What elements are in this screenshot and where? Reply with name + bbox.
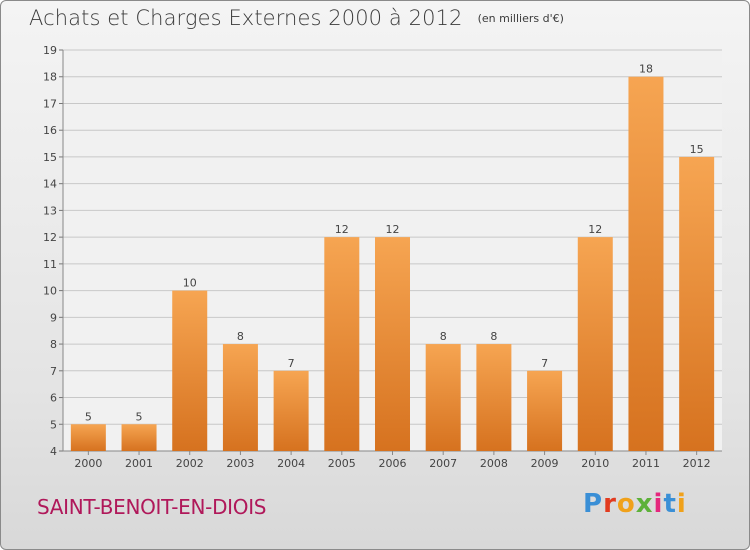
y-tick-label: 10 (43, 285, 57, 298)
y-tick-label: 14 (43, 178, 57, 191)
bar-value-label: 10 (183, 277, 197, 290)
x-tick-label: 2007 (429, 457, 457, 470)
proxiti-logo: Proxiti (583, 489, 687, 519)
bar-value-label: 12 (335, 223, 349, 236)
y-tick-label: 7 (50, 365, 57, 378)
bar (375, 237, 410, 451)
bar (577, 237, 613, 451)
x-tick-label: 2002 (176, 457, 204, 470)
commune-name: SAINT-BENOIT-EN-DIOIS (37, 495, 267, 519)
bar-value-label: 8 (237, 330, 244, 343)
x-tick-label: 2005 (328, 457, 356, 470)
y-tick-label: 16 (43, 124, 57, 137)
y-tick-label: 5 (50, 418, 57, 431)
x-tick-label: 2003 (226, 457, 254, 470)
bar-value-label: 18 (639, 63, 653, 76)
chart-title-row: Achats et Charges Externes 2000 à 2012 (… (29, 6, 564, 30)
bar (679, 156, 715, 451)
y-tick-label: 6 (50, 392, 57, 405)
bar (273, 370, 309, 451)
bar-value-label: 8 (440, 330, 447, 343)
y-tick-label: 4 (50, 445, 57, 458)
bar (70, 424, 106, 451)
y-tick-label: 15 (43, 151, 57, 164)
y-tick-label: 19 (43, 44, 57, 57)
bar-value-label: 12 (588, 223, 602, 236)
bar (121, 424, 157, 451)
bar (425, 344, 461, 451)
bar-value-label: 12 (386, 223, 400, 236)
bar-value-label: 5 (85, 410, 92, 423)
y-tick-label: 18 (43, 71, 57, 84)
x-tick-label: 2008 (480, 457, 508, 470)
x-tick-label: 2011 (632, 457, 660, 470)
x-tick-label: 2010 (581, 457, 609, 470)
x-tick-label: 2004 (277, 457, 305, 470)
chart-title: Achats et Charges Externes 2000 à 2012 (29, 6, 463, 30)
bar (476, 344, 512, 451)
bar-value-label: 15 (690, 143, 704, 156)
bar-value-label: 7 (541, 357, 548, 370)
bar (222, 344, 258, 451)
y-tick-label: 9 (50, 311, 57, 324)
y-tick-label: 8 (50, 338, 57, 351)
x-tick-label: 2006 (379, 457, 407, 470)
y-tick-label: 12 (43, 231, 57, 244)
x-tick-label: 2009 (531, 457, 559, 470)
x-tick-label: 2012 (683, 457, 711, 470)
bar-value-label: 5 (136, 410, 143, 423)
y-tick-label: 13 (43, 204, 57, 217)
bar (324, 237, 360, 451)
chart-unit: (en milliers d'€) (477, 12, 564, 25)
x-tick-label: 2001 (125, 457, 153, 470)
x-tick-label: 2000 (74, 457, 102, 470)
bar (527, 370, 563, 451)
bar (628, 76, 664, 451)
y-tick-label: 17 (43, 97, 57, 110)
y-tick-label: 11 (43, 258, 57, 271)
bar (172, 290, 208, 451)
bar-value-label: 7 (288, 357, 295, 370)
bar-value-label: 8 (490, 330, 497, 343)
